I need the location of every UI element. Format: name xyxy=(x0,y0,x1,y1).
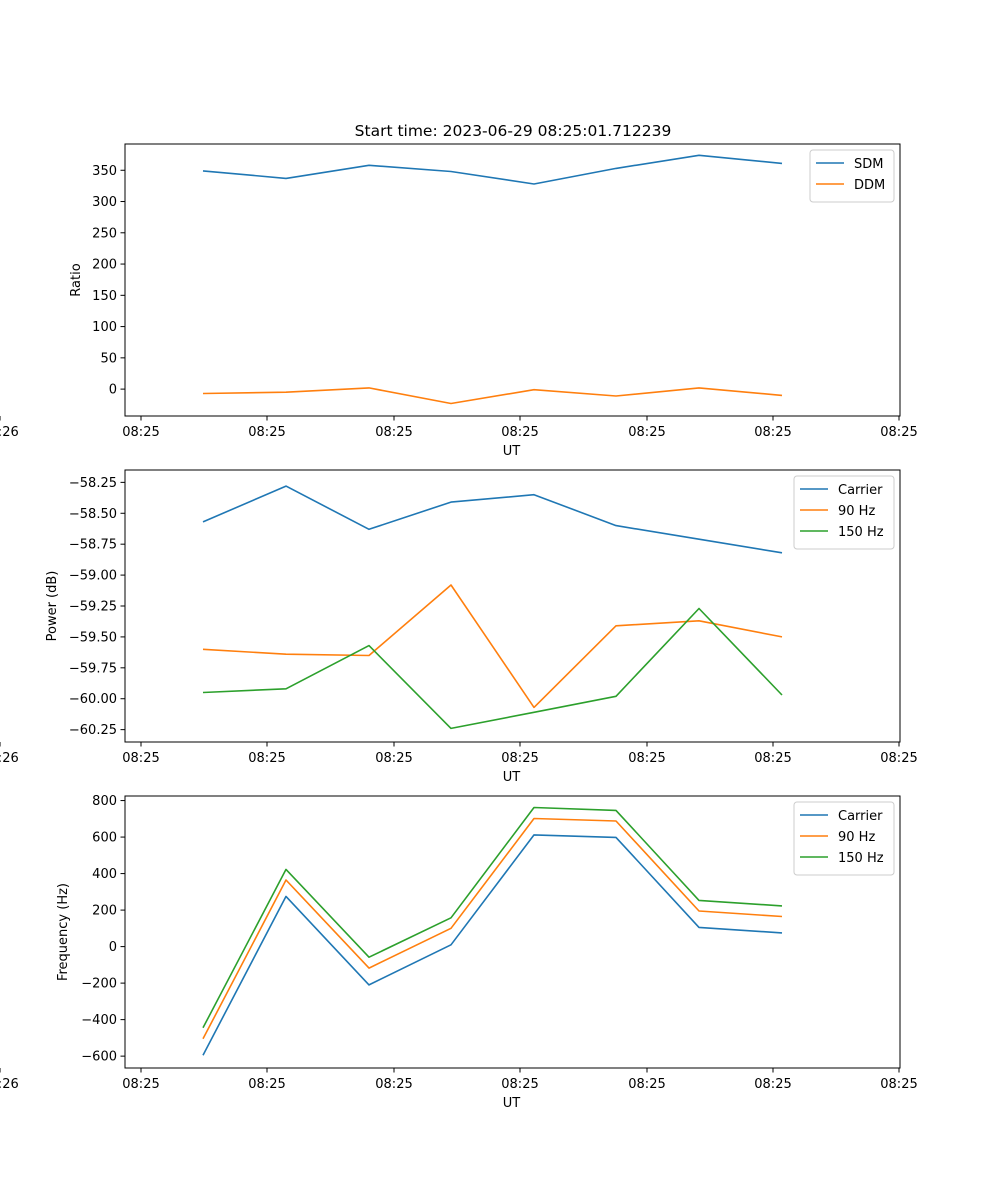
legend-label: 150 Hz xyxy=(838,851,884,866)
x-tick-label: 08:25 xyxy=(248,425,285,440)
legend-label: DDM xyxy=(854,178,885,193)
y-tick-label: 250 xyxy=(92,226,117,241)
y-tick-label: −58.25 xyxy=(69,476,117,491)
x-axis-label: UT xyxy=(503,770,521,785)
x-tick-label: 08:25 xyxy=(375,751,412,766)
series-line-150-hz xyxy=(202,806,783,1029)
y-tick-label: −59.50 xyxy=(69,630,117,645)
x-tick-label: 08:25 xyxy=(501,751,538,766)
series-line-sdm xyxy=(202,154,783,185)
y-tick-label: 200 xyxy=(92,258,117,273)
axes-frame xyxy=(124,469,901,743)
y-tick-label: 0 xyxy=(109,383,117,398)
y-axis-label: Power (dB) xyxy=(45,571,60,642)
series-line-90-hz xyxy=(202,584,783,709)
subplot-frequency: 08:25 08:25 08:25 08:25 08:25 08:25 08:25 08:26… xyxy=(0,794,918,1111)
legend: Carrier 90 Hz 150 Hz xyxy=(793,475,895,550)
y-tick-label: −58.50 xyxy=(69,507,117,522)
x-tick-label: 08:25 xyxy=(754,425,791,440)
x-tick-label: 08:25 xyxy=(628,751,665,766)
x-axis-label: UT xyxy=(503,1096,521,1111)
figure-title: Start time: 2023-06-29 08:25:01.712239 xyxy=(355,122,672,140)
y-tick-label: −58.75 xyxy=(69,538,117,553)
legend-label: Carrier xyxy=(838,809,883,824)
x-axis-label: UT xyxy=(503,444,521,459)
x-tick-label: 08:26 xyxy=(0,1077,19,1092)
y-tick-label: −600 xyxy=(81,1050,117,1065)
x-tick-label: 08:25 xyxy=(501,1077,538,1092)
y-tick-label: −400 xyxy=(81,1013,117,1028)
series-line-carrier xyxy=(202,834,783,1056)
x-tick-label: 08:25 xyxy=(754,1077,791,1092)
x-tick-label: 08:25 xyxy=(880,1077,917,1092)
legend-label: Carrier xyxy=(838,483,883,498)
axes-frame xyxy=(124,143,901,417)
x-tick-label: 08:25 xyxy=(248,1077,285,1092)
x-tick-label: 08:25 xyxy=(880,425,917,440)
x-tick-label: 08:25 xyxy=(122,751,159,766)
subplot-ratio: 08:25 08:25 08:25 08:25 08:25 08:25 08:25 08:26… xyxy=(0,143,918,459)
axes-frame xyxy=(124,795,901,1069)
y-tick-label: −200 xyxy=(81,977,117,992)
x-tick-label: 08:25 xyxy=(628,425,665,440)
y-tick-label: 400 xyxy=(92,867,117,882)
y-axis-label: Frequency (Hz) xyxy=(56,883,71,981)
x-tick-label: 08:25 xyxy=(628,1077,665,1092)
y-tick-label: −60.25 xyxy=(69,723,117,738)
x-tick-label: 08:26 xyxy=(0,425,19,440)
x-tick-label: 08:25 xyxy=(248,751,285,766)
y-tick-label: −59.25 xyxy=(69,600,117,615)
y-tick-label: 50 xyxy=(100,351,117,366)
series-line-150-hz xyxy=(202,607,783,730)
y-tick-label: 350 xyxy=(92,164,117,179)
x-tick-label: 08:25 xyxy=(501,425,538,440)
x-tick-label: 08:26 xyxy=(0,751,19,766)
legend-label: 90 Hz xyxy=(838,830,875,845)
legend-label: 150 Hz xyxy=(838,525,884,540)
y-tick-label: 100 xyxy=(92,320,117,335)
series-line-90-hz xyxy=(202,817,783,1040)
legend-label: SDM xyxy=(854,157,883,172)
y-tick-label: −59.00 xyxy=(69,569,117,584)
y-tick-label: −59.75 xyxy=(69,661,117,676)
legend: SDM DDM xyxy=(809,149,895,203)
y-tick-label: 0 xyxy=(109,940,117,955)
x-tick-label: 08:25 xyxy=(122,1077,159,1092)
legend: Carrier 90 Hz 150 Hz xyxy=(793,801,895,876)
x-tick-label: 08:25 xyxy=(122,425,159,440)
legend-label: 90 Hz xyxy=(838,504,875,519)
x-tick-label: 08:25 xyxy=(375,1077,412,1092)
x-tick-label: 08:25 xyxy=(754,751,791,766)
y-axis-label: Ratio xyxy=(69,263,84,296)
subplot-power: 08:25 08:25 08:25 08:25 08:25 08:25 08:25 08:26… xyxy=(0,469,918,785)
series-line-ddm xyxy=(202,387,783,405)
y-tick-label: 600 xyxy=(92,831,117,846)
y-tick-label: −60.00 xyxy=(69,692,117,707)
y-tick-label: 150 xyxy=(92,289,117,304)
series-line-carrier xyxy=(202,485,783,554)
x-tick-label: 08:25 xyxy=(375,425,412,440)
y-tick-label: 800 xyxy=(92,794,117,809)
y-tick-label: 200 xyxy=(92,904,117,919)
y-tick-label: 300 xyxy=(92,195,117,210)
x-tick-label: 08:25 xyxy=(880,751,917,766)
